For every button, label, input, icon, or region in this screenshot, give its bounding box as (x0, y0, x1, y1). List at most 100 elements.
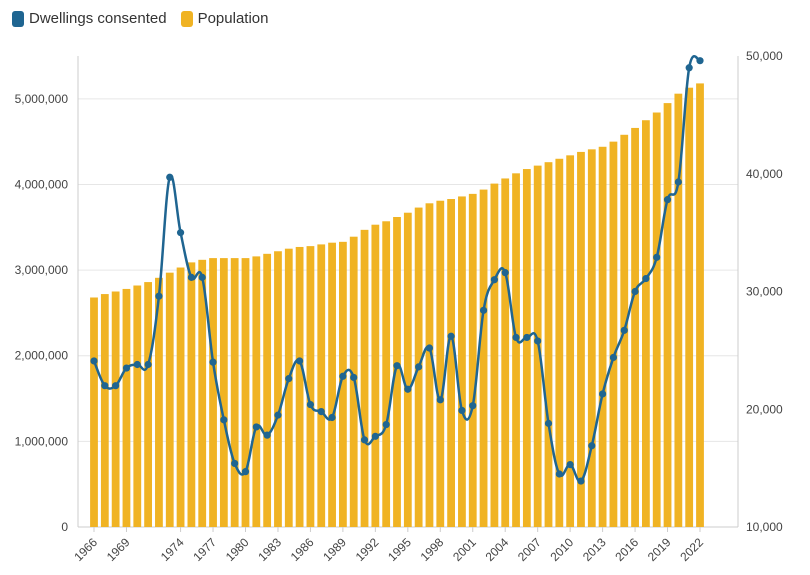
legend-swatch-population (180, 10, 193, 27)
dwellings-point (555, 470, 563, 478)
dwellings-point (588, 442, 596, 450)
x-tick-label: 1977 (190, 535, 219, 564)
x-tick-label: 2007 (515, 535, 544, 564)
population-bar (685, 87, 694, 527)
population-bar (436, 200, 445, 527)
dwellings-point (263, 431, 271, 439)
population-bar (609, 141, 618, 528)
population-bar (403, 212, 412, 527)
chart-legend: Dwellings consented Population (12, 10, 268, 27)
dwellings-point (155, 292, 163, 300)
dwellings-point (523, 333, 531, 342)
dwellings-point (328, 413, 336, 422)
population-bar (122, 288, 131, 527)
population-bar (284, 248, 293, 527)
population-bar (306, 246, 315, 527)
dwellings-point (187, 273, 195, 281)
dwellings-point (317, 408, 325, 416)
y-left-tick-label: 4,000,000 (15, 177, 69, 191)
x-tick-label: 1983 (255, 535, 284, 564)
legend-swatch-dwellings (12, 10, 24, 27)
y-left-tick-label: 0 (61, 520, 68, 534)
dwellings-point (296, 357, 304, 365)
dwellings-point (631, 287, 639, 296)
dwellings-point (674, 178, 682, 186)
y-right-tick-label: 40,000 (746, 167, 783, 181)
dwellings-point (274, 411, 282, 419)
population-bar (263, 253, 272, 527)
x-tick-label: 1998 (418, 535, 447, 564)
population-bar (544, 162, 553, 527)
dwellings-point (512, 333, 520, 342)
dwellings-point (122, 364, 131, 372)
legend-item-population[interactable]: Population (180, 10, 269, 27)
dwellings-point (144, 360, 152, 369)
population-bar (555, 158, 564, 527)
population-bar (295, 246, 304, 527)
x-tick-label: 1992 (353, 535, 382, 564)
y-left-tick-label: 3,000,000 (15, 263, 69, 277)
dwellings-point (101, 382, 109, 390)
dwellings-point (404, 385, 412, 393)
population-bar (219, 258, 228, 527)
x-tick-label: 1974 (158, 535, 187, 564)
x-tick-label: 1966 (71, 535, 100, 564)
x-tick-label: 2001 (450, 535, 479, 564)
dwellings-point (479, 306, 488, 314)
dwellings-point (166, 173, 174, 181)
dwellings-point (436, 396, 444, 404)
population-bar (328, 242, 336, 528)
population-bar (241, 258, 250, 527)
y-left-tick-label: 5,000,000 (15, 92, 69, 106)
population-bar (176, 267, 185, 527)
population-bar (674, 93, 683, 528)
y-right-tick-label: 10,000 (746, 520, 783, 534)
x-tick-label: 2004 (483, 535, 512, 564)
dwellings-point (360, 436, 369, 444)
dwellings-point (176, 229, 185, 237)
dwellings-point (663, 196, 672, 204)
legend-label-population: Population (197, 10, 269, 27)
population-bar (111, 291, 120, 527)
dwellings-point (306, 400, 315, 409)
population-bar (187, 262, 196, 527)
dwellings-point (642, 274, 650, 283)
dwellings-point (393, 362, 401, 370)
dwellings-point (285, 375, 293, 383)
dwellings-point (696, 57, 704, 65)
dwellings-point (458, 406, 466, 415)
x-tick-label: 1980 (223, 535, 252, 564)
population-bar (252, 256, 261, 527)
dwellings-point (653, 253, 661, 261)
legend-item-dwellings[interactable]: Dwellings consented (12, 10, 167, 27)
population-bar (198, 259, 207, 527)
x-tick-label: 2013 (580, 535, 609, 564)
population-bar (641, 120, 650, 528)
population-bar (447, 199, 456, 527)
x-tick-label: 1995 (385, 535, 414, 564)
dwellings-point (534, 337, 542, 345)
population-bar (209, 258, 217, 527)
population-bar (274, 251, 282, 527)
y-right-tick-label: 50,000 (746, 49, 783, 63)
population-bar (696, 83, 704, 528)
x-tick-label: 1969 (104, 535, 133, 564)
population-bar (338, 241, 347, 527)
population-bar (522, 169, 531, 528)
dwellings-point (544, 419, 553, 427)
population-bar (587, 149, 596, 528)
population-bar (631, 127, 639, 528)
dwellings-point (685, 64, 693, 72)
dwellings-point (599, 390, 607, 398)
population-bar (317, 244, 326, 527)
population-bar (100, 294, 109, 527)
population-bar (144, 282, 153, 527)
population-bar (512, 173, 520, 527)
x-tick-label: 1986 (288, 535, 317, 564)
x-tick-label: 2022 (677, 535, 706, 564)
population-bar (393, 216, 401, 527)
population-bar (566, 155, 575, 527)
dwellings-point (90, 357, 98, 365)
dwellings-point (620, 326, 628, 334)
